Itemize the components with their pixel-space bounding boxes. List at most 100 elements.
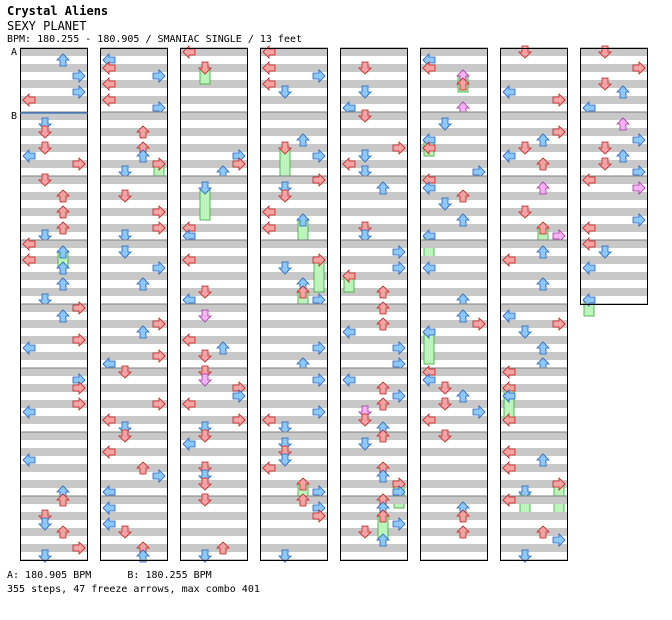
step-arrow-down xyxy=(198,349,212,363)
step-arrow-left xyxy=(342,373,356,387)
step-arrow-up xyxy=(296,493,310,507)
beat-band xyxy=(420,80,488,88)
step-arrow-down xyxy=(118,525,132,539)
beat-band xyxy=(260,352,328,360)
step-arrow-up xyxy=(56,309,70,323)
step-arrow-left xyxy=(582,237,596,251)
step-arrow-up xyxy=(376,301,390,315)
step-arrow-up xyxy=(296,357,310,371)
beat-band xyxy=(180,528,248,536)
step-arrow-right xyxy=(632,133,646,147)
step-arrow-down xyxy=(198,373,212,387)
step-arrow-up xyxy=(136,125,150,139)
step-arrow-up xyxy=(376,285,390,299)
step-arrow-down xyxy=(438,197,452,211)
step-arrow-down xyxy=(38,517,52,531)
step-arrow-down xyxy=(38,125,52,139)
step-arrow-right xyxy=(312,293,326,307)
beat-band xyxy=(420,304,488,312)
beat-band xyxy=(100,224,168,232)
step-arrow-right xyxy=(392,341,406,355)
step-arrow-left xyxy=(422,61,436,75)
chart-column xyxy=(20,47,88,563)
beat-band xyxy=(340,304,408,312)
beat-band xyxy=(580,240,648,248)
step-arrow-up xyxy=(536,277,550,291)
beat-band xyxy=(100,48,168,56)
step-arrow-right xyxy=(392,389,406,403)
beat-band xyxy=(20,528,88,536)
beat-band xyxy=(100,368,168,376)
column-frame xyxy=(500,48,568,561)
beat-band xyxy=(100,192,168,200)
step-arrow-right xyxy=(632,181,646,195)
beat-band xyxy=(500,128,568,136)
beat-band xyxy=(100,320,168,328)
step-arrow-up xyxy=(56,493,70,507)
step-arrow-right xyxy=(472,405,486,419)
beat-band xyxy=(500,416,568,424)
step-arrow-up xyxy=(296,285,310,299)
beat-band xyxy=(260,336,328,344)
beat-band xyxy=(20,320,88,328)
step-arrow-left xyxy=(582,101,596,115)
beat-band xyxy=(260,464,328,472)
beat-band xyxy=(180,448,248,456)
step-arrow-down xyxy=(278,261,292,275)
beat-band xyxy=(420,448,488,456)
beat-band xyxy=(420,208,488,216)
step-arrow-right xyxy=(312,405,326,419)
step-arrow-right xyxy=(472,317,486,331)
beat-band xyxy=(340,208,408,216)
beat-band xyxy=(260,208,328,216)
beat-band xyxy=(420,192,488,200)
step-arrow-down xyxy=(198,285,212,299)
step-arrow-up xyxy=(376,397,390,411)
beat-band xyxy=(420,384,488,392)
beat-band xyxy=(20,352,88,360)
beat-band xyxy=(180,64,248,72)
beat-band xyxy=(100,128,168,136)
step-arrow-up xyxy=(296,277,310,291)
step-arrow-left xyxy=(22,93,36,107)
beat-band xyxy=(500,144,568,152)
beat-band xyxy=(260,272,328,280)
step-arrow-up xyxy=(56,221,70,235)
beat-band xyxy=(180,240,248,248)
beat-band xyxy=(100,80,168,88)
step-arrow-right xyxy=(152,157,166,171)
step-arrow-right xyxy=(72,85,86,99)
step-arrow-left xyxy=(182,437,196,451)
beat-band xyxy=(180,224,248,232)
step-arrow-left xyxy=(262,413,276,427)
beat-band xyxy=(420,400,488,408)
beat-band xyxy=(260,176,328,184)
step-arrow-up xyxy=(376,421,390,435)
beat-band xyxy=(420,496,488,504)
step-arrow-right xyxy=(232,157,246,171)
beat-band xyxy=(420,96,488,104)
step-arrow-up xyxy=(376,509,390,523)
step-arrow-right xyxy=(312,253,326,267)
beat-band xyxy=(340,528,408,536)
step-arrow-right xyxy=(392,245,406,259)
beat-band xyxy=(420,128,488,136)
beat-band xyxy=(260,480,328,488)
beat-band xyxy=(20,96,88,104)
beat-band xyxy=(340,240,408,248)
beat-band xyxy=(100,144,168,152)
beat-band xyxy=(340,480,408,488)
step-arrow-right xyxy=(312,501,326,515)
beat-band xyxy=(100,352,168,360)
step-arrow-right xyxy=(632,165,646,179)
step-arrow-up xyxy=(536,133,550,147)
step-arrow-up xyxy=(536,453,550,467)
beat-band xyxy=(500,64,568,72)
step-arrow-down xyxy=(358,525,372,539)
beat-band xyxy=(180,384,248,392)
beat-band xyxy=(420,320,488,328)
step-arrow-left xyxy=(102,501,116,515)
beat-band xyxy=(260,416,328,424)
beat-band xyxy=(500,240,568,248)
step-arrow-down xyxy=(198,309,212,323)
